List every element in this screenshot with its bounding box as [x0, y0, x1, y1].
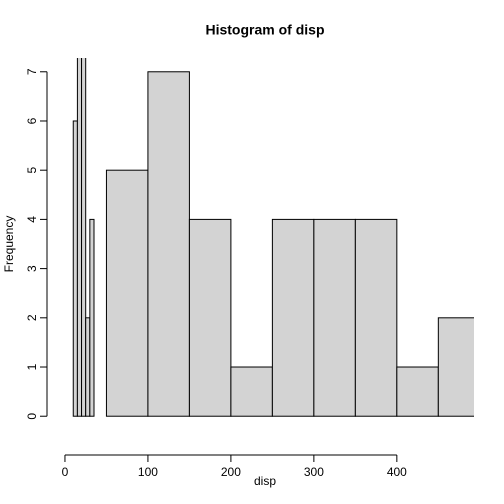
y-tick-label: 0: [25, 413, 39, 420]
x-tick-label: 100: [138, 465, 158, 479]
bar: [81, 58, 87, 417]
x-tick-label: 300: [304, 465, 324, 479]
y-axis-label: Frequency: [2, 216, 16, 273]
bar: [313, 218, 356, 417]
bar: [147, 71, 190, 417]
y-tick-label: 4: [25, 216, 39, 223]
bar: [85, 317, 91, 417]
bar: [72, 120, 78, 417]
x-axis-label: disp: [254, 474, 276, 488]
bar: [437, 317, 474, 417]
chart-title: Histogram of disp: [205, 22, 324, 38]
x-tick-label: 400: [387, 465, 407, 479]
bar: [105, 169, 149, 417]
y-tick-label: 7: [25, 68, 39, 75]
y-tick-label: 3: [25, 265, 39, 272]
bar: [89, 218, 95, 417]
x-tick-label: 200: [221, 465, 241, 479]
bar: [271, 218, 315, 417]
bar: [188, 218, 232, 417]
plot-area: [72, 58, 474, 417]
bar: [396, 366, 439, 417]
y-tick-label: 5: [25, 167, 39, 174]
x-tick-label: 0: [62, 465, 69, 479]
y-tick-label: 6: [25, 117, 39, 124]
bar: [354, 218, 398, 417]
bar: [76, 58, 83, 417]
y-tick-label: 2: [25, 314, 39, 321]
y-tick-label: 1: [25, 363, 39, 370]
bar: [230, 366, 273, 417]
